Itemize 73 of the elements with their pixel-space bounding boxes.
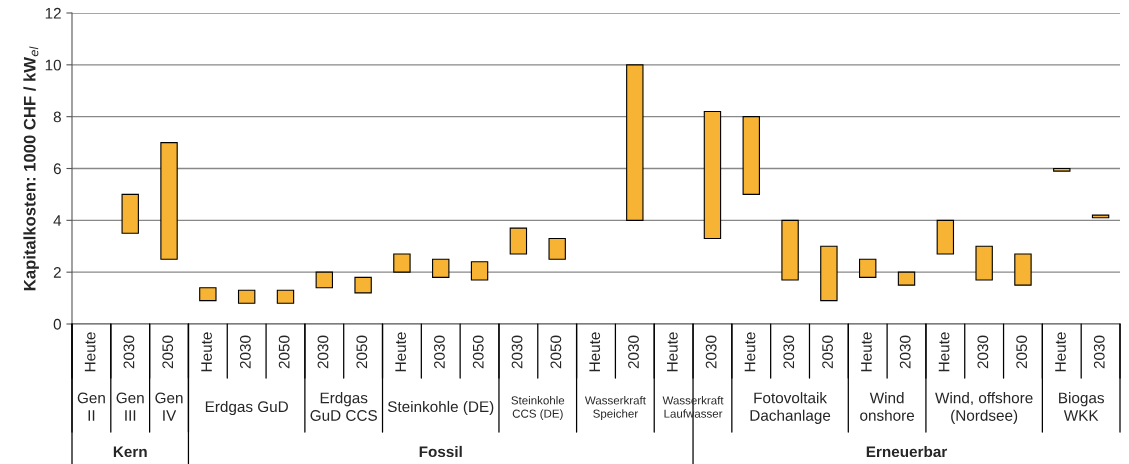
text: Wind onshore [860,392,915,421]
text: Wind, offshore (Nordsee) [935,392,1033,424]
bar [470,261,489,281]
text: Erneuerbar [866,445,948,458]
bar [121,193,139,234]
bar [936,219,955,255]
y-tick-label: 6 [53,163,61,175]
bar [315,271,334,289]
bar [393,253,411,273]
text: Gen II [77,392,105,421]
bar [432,258,450,278]
bar [1014,253,1032,286]
bar [820,245,838,302]
bar [160,142,178,260]
x-tick-label: Heute [861,332,872,372]
x-tick-label: 2030 [899,335,911,369]
text: Fossil [419,445,462,458]
x-tick-label: 2030 [511,335,523,369]
bar [1053,167,1071,172]
text: Biogas WKK [1059,392,1104,421]
text: Gen IV [155,392,183,421]
y-tick-label: 0 [53,318,61,330]
bar [858,258,877,278]
x-tick-label: Heute [744,332,756,372]
x-tick-label: 2050 [472,335,484,369]
x-tick-label: 2030 [239,335,251,369]
x-tick-label: Heute [667,332,678,372]
text: Steinkohle (DE) [387,400,494,416]
x-tick-label: 2030 [1093,335,1105,369]
x-tick-label: Heute [938,332,950,372]
x-tick-label: 2030 [317,335,329,369]
x-tick-label: Heute [201,332,212,372]
x-tick-label: 2050 [162,335,174,369]
y-tick-label: 4 [53,215,62,226]
bar [237,289,256,304]
bar [975,245,993,281]
bar [897,271,916,286]
x-tick-label: 2050 [550,335,562,369]
bar [354,276,372,294]
x-tick-label: 2050 [1016,335,1028,369]
bar [781,219,799,281]
y-tick-label: 8 [53,111,61,123]
bar [276,289,295,304]
x-tick-label: Heute [1055,332,1066,372]
text: Gen III [116,392,144,421]
bar [742,116,760,195]
x-tick-label: 2050 [356,335,368,369]
bar [626,64,644,221]
y-tick-label: 2 [53,267,61,278]
bar [548,237,566,260]
x-tick-label: 2030 [628,335,639,369]
text: Fotovoltaik Dachanlage [750,392,831,424]
text: Erdgas GuD CCS [310,392,377,421]
y-tick-label: 12 [45,7,61,19]
x-tick-label: 2050 [278,335,290,369]
x-tick-label: 2030 [434,335,445,369]
x-tick-label: Heute [589,332,601,372]
x-tick-label: Heute [84,332,96,372]
text: Erdgas GuD [205,400,288,416]
text: Wasserkraft Speicher [584,396,646,420]
y-tick-label: 10 [45,59,61,71]
x-tick-label: 2030 [977,335,989,369]
x-tick-label: 2030 [783,335,795,369]
text: Steinkohle CCS (DE) [511,396,565,420]
x-tick-label: 2030 [705,335,717,369]
x-tick-label: 2030 [123,335,135,369]
bar [199,287,217,302]
x-tick-label: 2050 [822,335,833,369]
bar [703,110,722,240]
text: Kern [113,446,147,458]
x-tick-label: Heute [395,332,407,372]
y-axis-title: Kapitalkosten: 1000 CHF / kW$_{el}$ [23,46,39,291]
bar [509,227,528,255]
